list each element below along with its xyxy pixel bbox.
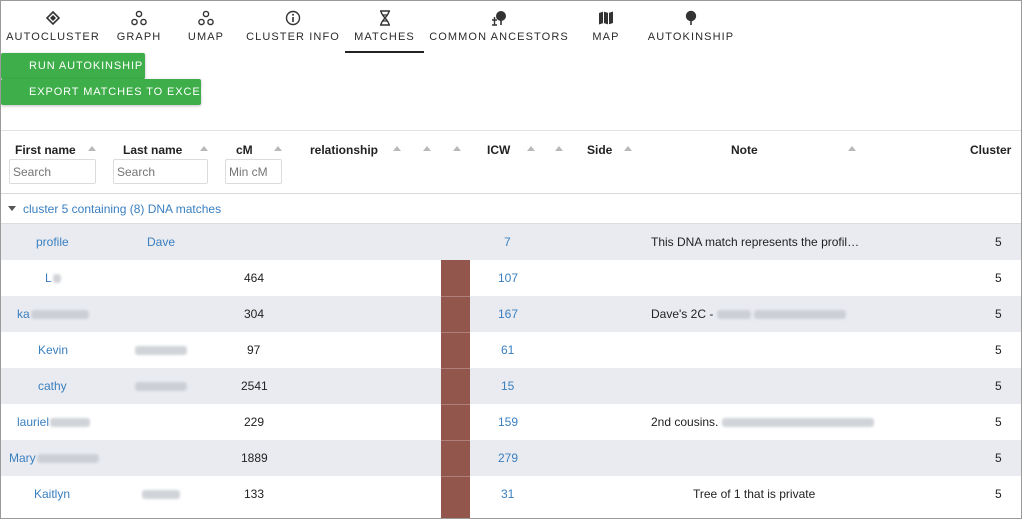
first-name-link[interactable]: L <box>45 271 61 285</box>
table-header: First name Last name cM relationship ICW… <box>1 130 1021 194</box>
cluster-value: 5 <box>995 415 1002 429</box>
table-row[interactable]: profile Dave 7 This DNA match represents… <box>1 224 1021 260</box>
cm-value: 464 <box>244 271 265 285</box>
first-name-link[interactable]: ka <box>17 307 89 321</box>
first-name-link[interactable]: cathy <box>38 379 67 393</box>
icw-link[interactable]: 159 <box>498 415 519 429</box>
run-autokinship-button[interactable]: RUN AUTOKINSHIP <box>1 53 145 79</box>
cluster-group-row[interactable]: cluster 5 containing (8) DNA matches <box>1 194 1021 224</box>
dna-icon <box>378 9 392 27</box>
cm-value: 133 <box>244 487 265 501</box>
sort-icon[interactable] <box>274 146 282 151</box>
tab-matches[interactable]: MATCHES <box>345 5 424 53</box>
relationship-divider <box>441 404 470 405</box>
icw-link[interactable]: 167 <box>498 307 519 321</box>
cluster-value: 5 <box>995 487 1002 501</box>
export-matches-button[interactable]: EXPORT MATCHES TO EXCEL <box>1 79 207 105</box>
autocluster-icon <box>46 9 60 27</box>
relationship-divider <box>441 368 470 369</box>
last-name-redacted <box>135 379 187 393</box>
last-name-redacted <box>142 487 180 501</box>
header-note[interactable]: Note <box>731 143 758 157</box>
table-row[interactable]: Mary 1889 279 5 <box>1 440 1021 476</box>
ancestors-icon <box>490 9 508 27</box>
note-text: 2nd cousins. <box>651 415 874 429</box>
sort-icon[interactable] <box>88 146 96 151</box>
cluster-value: 5 <box>995 307 1002 321</box>
last-name-link[interactable]: Dave <box>147 235 176 249</box>
header-relationship[interactable]: relationship <box>310 143 379 157</box>
table-row[interactable]: ka 304 167 Dave's 2C - 5 <box>1 296 1021 332</box>
sort-icon[interactable] <box>848 146 856 151</box>
first-name-link[interactable]: lauriel <box>17 415 91 429</box>
info-icon <box>285 9 301 27</box>
sort-icon[interactable] <box>555 146 563 151</box>
sort-icon[interactable] <box>393 146 401 151</box>
umap-icon <box>198 9 214 27</box>
cluster-value: 5 <box>995 379 1002 393</box>
table-row[interactable]: Kevin 97 61 5 <box>1 332 1021 368</box>
relationship-divider <box>441 440 470 441</box>
tree-icon <box>684 9 698 27</box>
icw-link[interactable]: 31 <box>501 487 515 501</box>
cm-value: 1889 <box>241 451 268 465</box>
cluster-value: 5 <box>995 343 1002 357</box>
header-cm[interactable]: cM <box>236 143 253 157</box>
tab-map[interactable]: MAP <box>590 5 622 53</box>
icw-link[interactable]: 61 <box>501 343 515 357</box>
tab-autocluster[interactable]: AUTOCLUSTER <box>6 5 99 53</box>
cm-value: 97 <box>247 343 261 357</box>
tab-common-ancestors[interactable]: COMMON ANCESTORS <box>429 5 568 53</box>
sort-icon[interactable] <box>624 146 632 151</box>
relationship-divider <box>441 296 470 297</box>
icw-link[interactable]: 15 <box>501 379 515 393</box>
header-side[interactable]: Side <box>587 143 613 157</box>
header-last-name[interactable]: Last name <box>123 143 183 157</box>
table-row[interactable]: L 464 107 5 <box>1 260 1021 296</box>
tab-umap[interactable]: UMAP <box>187 5 225 53</box>
table-row[interactable]: lauriel 229 159 2nd cousins. 5 <box>1 404 1021 440</box>
header-icw[interactable]: ICW <box>487 143 511 157</box>
first-name-link[interactable]: Mary <box>9 451 99 465</box>
cm-value: 2541 <box>241 379 268 393</box>
relationship-divider <box>441 332 470 333</box>
icw-link[interactable]: 7 <box>504 235 511 249</box>
sort-icon[interactable] <box>423 146 431 151</box>
tab-graph[interactable]: GRAPH <box>117 5 161 53</box>
last-name-search-input[interactable] <box>113 159 208 184</box>
relationship-color-bar <box>441 260 470 518</box>
first-name-link[interactable]: profile <box>36 235 69 249</box>
cluster-value: 5 <box>995 271 1002 285</box>
note-text: Dave's 2C - <box>651 307 846 321</box>
header-first-name[interactable]: First name <box>15 143 76 157</box>
last-name-redacted <box>135 343 187 357</box>
expand-triangle-icon[interactable] <box>8 206 16 211</box>
icw-link[interactable]: 107 <box>498 271 519 285</box>
cluster-group-label: cluster 5 containing (8) DNA matches <box>23 201 222 216</box>
graph-icon <box>131 9 147 27</box>
tab-cluster-info[interactable]: CLUSTER INFO <box>246 5 339 53</box>
note-text: Tree of 1 that is private <box>693 487 816 501</box>
sort-icon[interactable] <box>200 146 208 151</box>
first-name-link[interactable]: Kevin <box>38 343 69 357</box>
sort-icon[interactable] <box>527 146 535 151</box>
first-name-search-input[interactable] <box>9 159 96 184</box>
header-cluster[interactable]: Cluster <box>970 143 1012 157</box>
table-row[interactable]: Kaitlyn 133 31 Tree of 1 that is private… <box>1 476 1021 512</box>
first-name-link[interactable]: Kaitlyn <box>34 487 71 501</box>
icw-link[interactable]: 279 <box>498 451 519 465</box>
tab-autokinship[interactable]: AUTOKINSHIP <box>648 5 733 53</box>
map-icon <box>598 9 614 27</box>
table-row[interactable]: cathy 2541 15 5 <box>1 368 1021 404</box>
cm-value: 229 <box>244 415 265 429</box>
relationship-divider <box>441 476 470 477</box>
top-nav: AUTOCLUSTER GRAPH UMAP CLUSTER INFO MATC… <box>1 5 1021 53</box>
min-cm-input[interactable] <box>225 159 282 184</box>
note-text: This DNA match represents the profil… <box>651 235 860 249</box>
sort-icon[interactable] <box>453 146 461 151</box>
cm-value: 304 <box>244 307 265 321</box>
cluster-value: 5 <box>995 451 1002 465</box>
cluster-value: 5 <box>995 235 1002 249</box>
